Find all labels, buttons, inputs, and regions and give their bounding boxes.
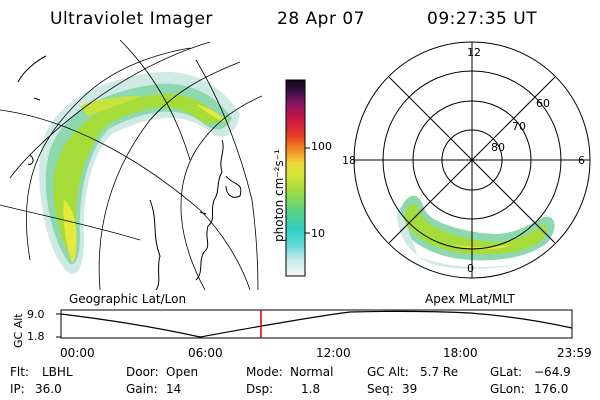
altitude-axis-label: GC Alt bbox=[12, 313, 25, 348]
mlat-label-80: 80 bbox=[491, 141, 505, 154]
glat-value: −64.9 bbox=[534, 365, 571, 379]
apex-coords-label: Apex MLat/MLT bbox=[425, 292, 515, 306]
mode-value: Normal bbox=[290, 365, 334, 379]
door-value: Open bbox=[166, 365, 199, 379]
filter-label: Flt: bbox=[10, 365, 29, 379]
seq-value: 39 bbox=[402, 382, 418, 396]
geographic-map bbox=[0, 40, 262, 290]
glon-label: GLon: bbox=[490, 382, 525, 396]
ip-value: 36.0 bbox=[35, 382, 62, 396]
altitude-curve bbox=[60, 310, 573, 338]
mlt-label-12: 12 bbox=[467, 46, 481, 59]
seq-label: Seq: bbox=[367, 382, 394, 396]
mlt-label-18: 18 bbox=[342, 154, 356, 167]
gc-alt-value: 5.7 Re bbox=[420, 365, 459, 379]
app-title: Ultraviolet Imager bbox=[50, 9, 213, 29]
mlat-label-70: 70 bbox=[512, 120, 526, 133]
mode-label: Mode: bbox=[246, 365, 283, 379]
mlt-label-6: 6 bbox=[578, 154, 585, 167]
glat-label: GLat: bbox=[490, 365, 523, 379]
time-tick-1800: 18:00 bbox=[443, 346, 478, 360]
door-label: Door: bbox=[126, 365, 159, 379]
ip-label: IP: bbox=[10, 382, 25, 396]
glon-value: 176.0 bbox=[534, 382, 569, 396]
colorbar-tick-100: 100 bbox=[311, 140, 332, 153]
altitude-tick-9: 9.0 bbox=[27, 308, 45, 321]
time-tick-0600: 06:00 bbox=[188, 346, 223, 360]
gain-value: 14 bbox=[166, 382, 182, 396]
map-projection-label: Geographic Lat/Lon bbox=[69, 292, 187, 306]
image-time: 09:27:35 UT bbox=[427, 9, 538, 29]
dsp-label: Dsp: bbox=[246, 382, 274, 396]
dsp-value: 1.8 bbox=[301, 382, 321, 396]
time-tick-2359: 23:59 bbox=[557, 346, 592, 360]
time-tick-0000: 00:00 bbox=[60, 346, 95, 360]
colorbar-unit-label: photon cm⁻²s⁻¹ bbox=[272, 149, 286, 242]
altitude-plot-frame bbox=[60, 309, 573, 339]
altitude-tick-1-8: 1.8 bbox=[27, 330, 45, 343]
filter-value: LBHL bbox=[42, 365, 73, 379]
time-tick-1200: 12:00 bbox=[316, 346, 351, 360]
mlt-label-0: 0 bbox=[467, 262, 474, 275]
gc-alt-label: GC Alt: bbox=[367, 365, 409, 379]
polar-plot bbox=[353, 41, 591, 279]
mlat-label-60: 60 bbox=[536, 97, 550, 110]
colorbar-tick-10: 10 bbox=[311, 227, 325, 240]
color-scale bbox=[285, 79, 310, 277]
altitude-plot bbox=[56, 309, 573, 339]
gain-label: Gain: bbox=[126, 382, 158, 396]
image-date: 28 Apr 07 bbox=[277, 9, 365, 29]
